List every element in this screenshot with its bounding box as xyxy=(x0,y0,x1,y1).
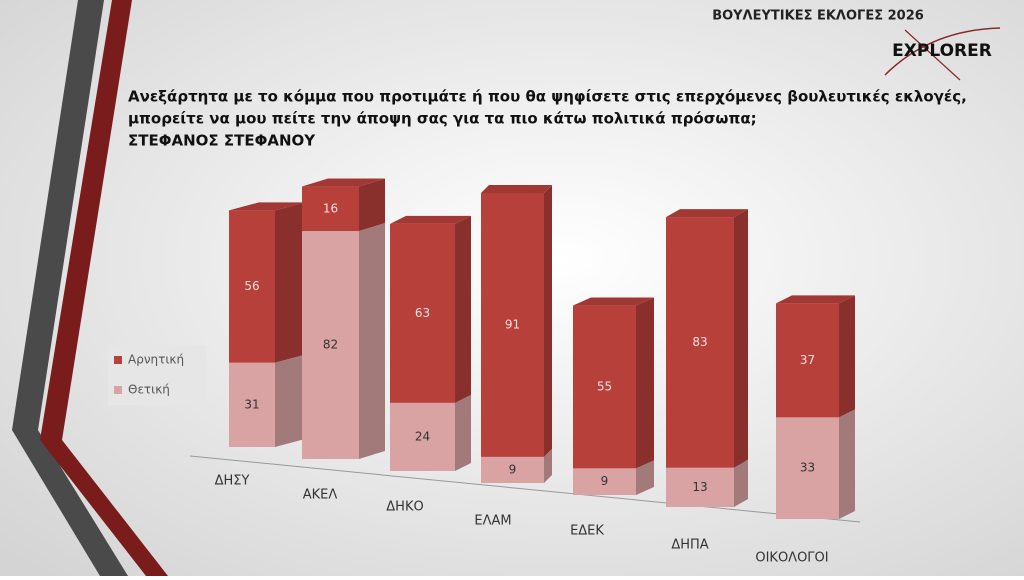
logo-swoosh xyxy=(904,29,961,81)
legend-label: Αρνητική xyxy=(128,353,184,367)
bar-top xyxy=(776,295,855,304)
data-label: 24 xyxy=(415,429,430,443)
bar-top xyxy=(481,185,552,193)
bar-side xyxy=(839,409,855,519)
bar xyxy=(776,417,839,519)
person: ΣΤΕΦΑΝΟΣ ΣΤΕΦΑΝΟΥ xyxy=(128,132,316,150)
bar-side xyxy=(734,209,748,468)
bar xyxy=(481,193,544,457)
legend-swatch xyxy=(114,386,122,394)
bar xyxy=(302,231,359,459)
data-label: 33 xyxy=(800,461,815,475)
bar-top xyxy=(229,202,305,211)
title: ΒΟΥΛΕΥΤΙΚΕΣ ΕΚΛΟΓΕΣ 2026 xyxy=(712,9,924,24)
data-label: 9 xyxy=(509,462,517,476)
bar-side xyxy=(275,354,305,447)
data-label: 13 xyxy=(692,480,707,494)
bar xyxy=(573,305,636,469)
bar xyxy=(390,223,455,403)
bar-top xyxy=(666,209,748,218)
decor-stripe xyxy=(40,0,168,576)
bar-side xyxy=(636,460,654,495)
legend-label: Θετική xyxy=(128,383,170,397)
x-tick-label: ΕΔΕΚ xyxy=(570,524,604,539)
legend xyxy=(108,345,206,405)
bar-top xyxy=(573,297,654,306)
question: μπορείτε να μου πείτε την άποψη σας για … xyxy=(128,110,757,128)
logo-swoosh xyxy=(884,27,1001,76)
bar-top xyxy=(302,178,385,187)
legend-swatch xyxy=(114,356,122,364)
axis-line xyxy=(189,455,861,523)
data-label: 37 xyxy=(800,353,815,367)
x-tick-label: ΔΗΠΑ xyxy=(671,538,708,553)
data-label: 63 xyxy=(415,306,430,320)
data-label: 83 xyxy=(692,335,707,349)
bar xyxy=(573,468,636,495)
bar xyxy=(302,186,359,232)
bar-side xyxy=(734,459,748,507)
data-label: 16 xyxy=(323,201,338,215)
x-tick-label: ΕΛΑΜ xyxy=(474,514,511,529)
bar-side xyxy=(544,185,552,457)
logo: EXPLORER xyxy=(892,41,992,61)
bar-side xyxy=(839,295,855,418)
data-label: 91 xyxy=(505,317,520,331)
bar xyxy=(229,210,275,363)
bar xyxy=(390,402,455,471)
bar-side xyxy=(544,448,552,483)
data-label: 9 xyxy=(601,474,609,488)
bar xyxy=(666,467,734,507)
data-label: 55 xyxy=(597,379,612,393)
decor-stripe xyxy=(12,0,128,576)
bar xyxy=(229,362,275,447)
data-label: 56 xyxy=(244,279,259,293)
x-tick-label: ΔΗΣΥ xyxy=(215,474,250,489)
x-tick-label: ΑΚΕΛ xyxy=(303,488,338,503)
data-label: 31 xyxy=(244,397,259,411)
bar-top xyxy=(390,215,471,224)
bar xyxy=(481,456,544,483)
bar xyxy=(776,303,839,418)
bar-side xyxy=(636,297,654,469)
bar-side xyxy=(275,202,305,363)
bar-side xyxy=(359,178,385,232)
bar-side xyxy=(455,394,471,471)
bar-side xyxy=(455,215,471,403)
data-label: 82 xyxy=(323,338,338,352)
x-tick-label: ΟΙΚΟΛΟΓΟΙ xyxy=(755,551,828,566)
bar-side xyxy=(359,223,385,459)
bar xyxy=(666,217,734,468)
question: Ανεξάρτητα με το κόμμα που προτιμάτε ή π… xyxy=(128,88,967,106)
x-tick-label: ΔΗΚΟ xyxy=(386,500,423,515)
